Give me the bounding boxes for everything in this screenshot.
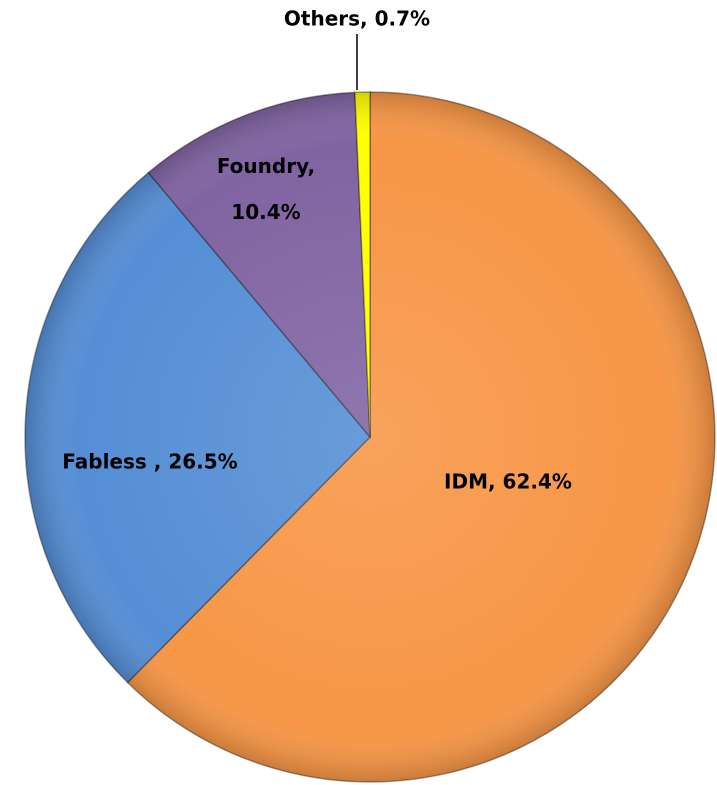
data-label: IDM, 62.4% (444, 470, 572, 494)
data-label: Foundry, 10.4% (217, 154, 315, 224)
data-label-line: Foundry, (217, 154, 315, 178)
data-label: Others, 0.7% (284, 7, 430, 31)
data-label-line: 10.4% (231, 200, 300, 224)
data-label: Fabless , 26.5% (62, 450, 237, 474)
